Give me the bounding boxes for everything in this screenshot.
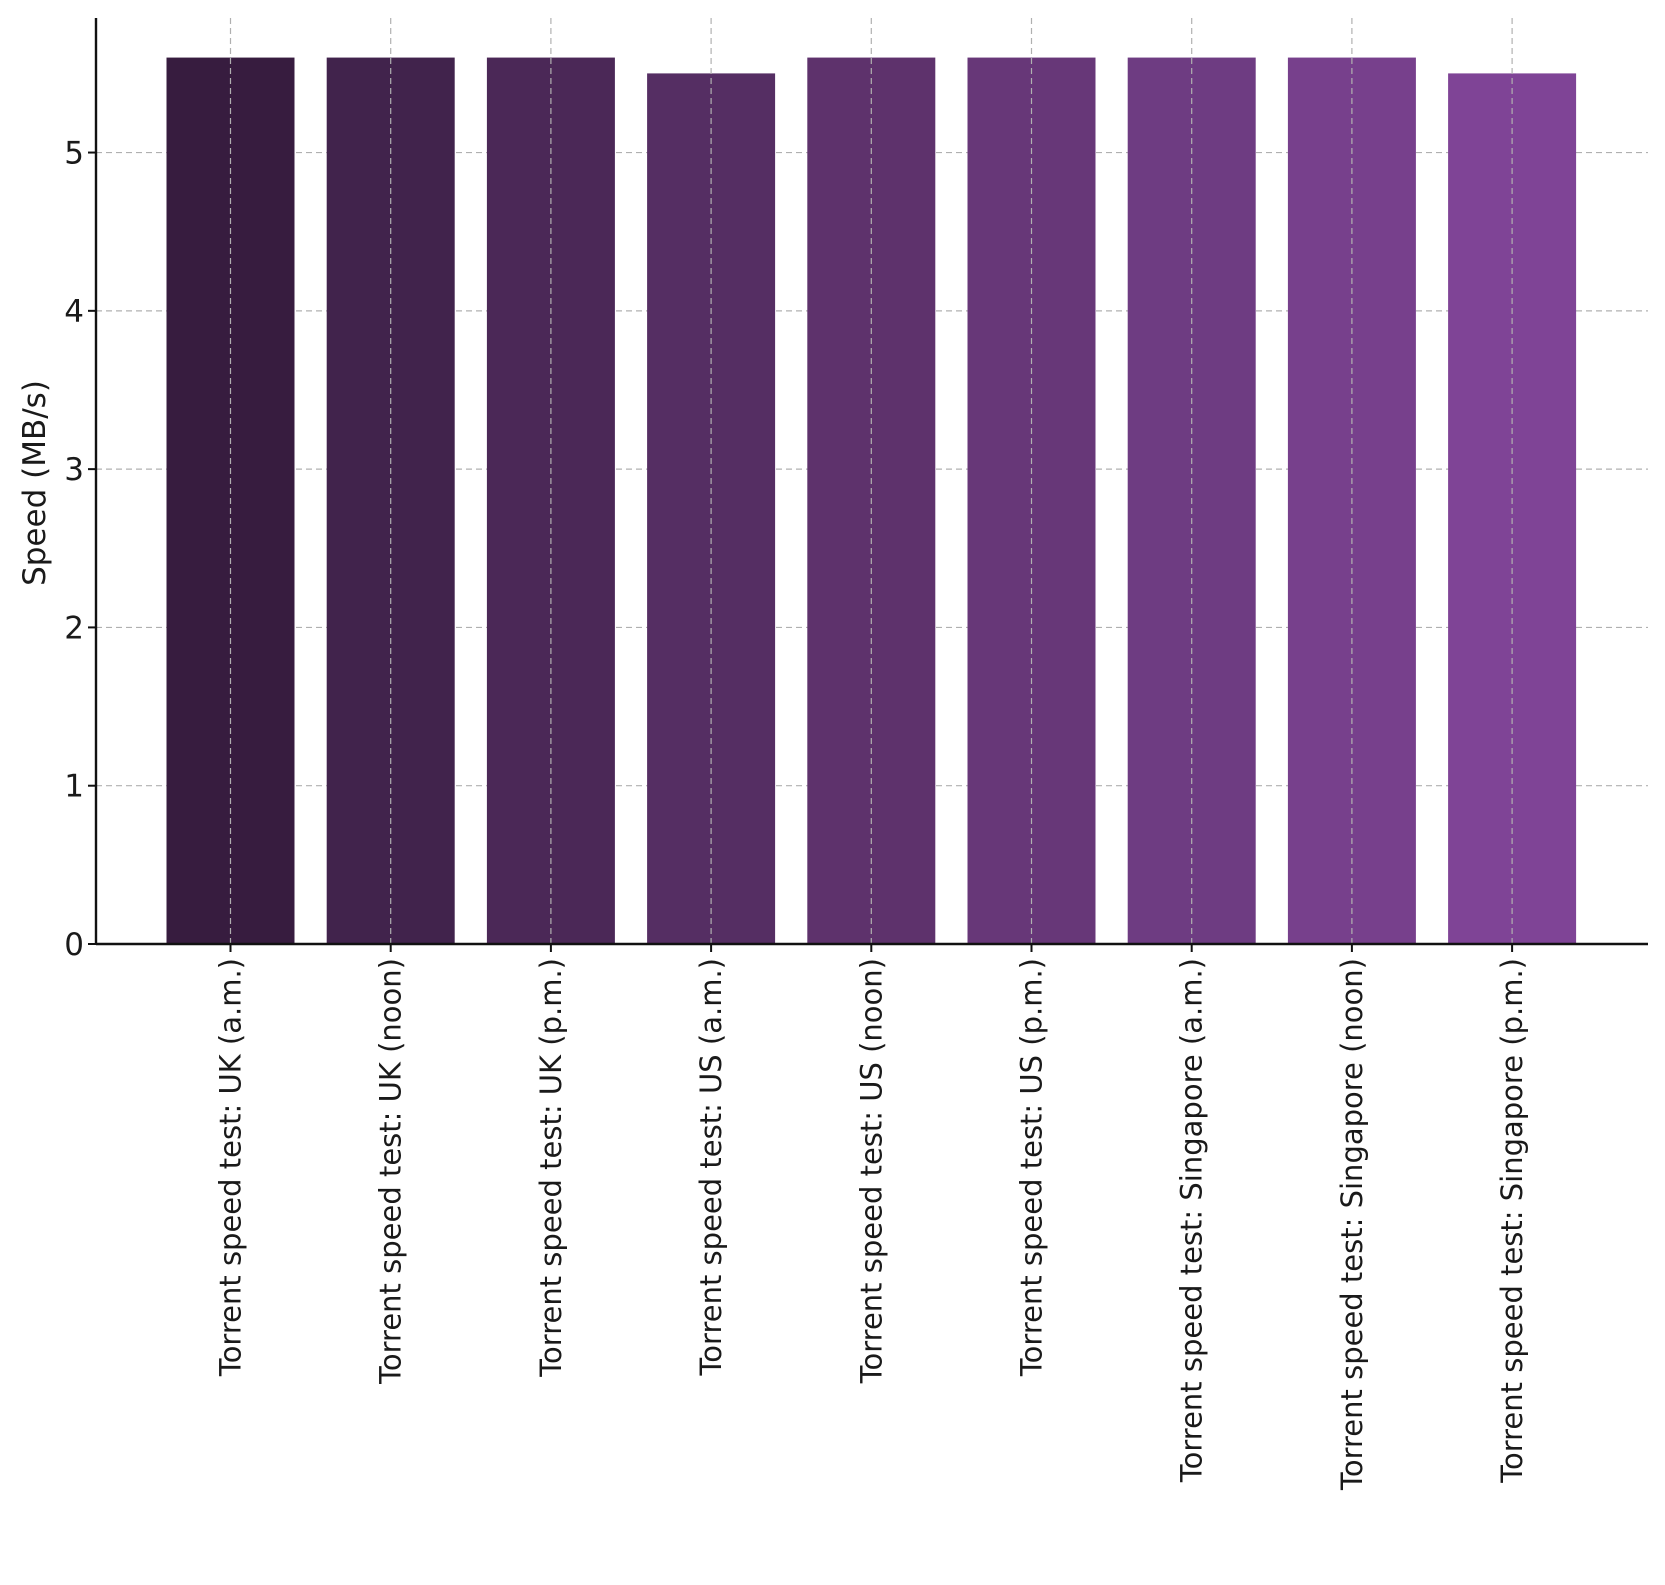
y-tick-label: 2: [64, 610, 84, 646]
y-tick-label: 5: [64, 136, 84, 172]
x-tick-label: Torrent speed test: Singapore (noon): [1335, 958, 1369, 1491]
y-tick-label: 1: [64, 769, 84, 805]
x-tick-label: Torrent speed test: UK (p.m.): [534, 958, 568, 1378]
x-tick-label: Torrent speed test: UK (noon): [374, 958, 408, 1385]
y-tick-label: 0: [64, 927, 84, 963]
x-tick-label: Torrent speed test: US (noon): [854, 958, 888, 1384]
vertical-grid: [229, 18, 1513, 944]
x-tick-label: Torrent speed test: US (a.m.): [694, 958, 728, 1376]
axes: [88, 18, 1648, 952]
x-tick-label: Torrent speed test: UK (a.m.): [214, 958, 248, 1377]
x-tick-label: Torrent speed test: US (p.m.): [1015, 958, 1049, 1377]
y-tick-labels: 0 1 2 3 4 5: [64, 136, 84, 963]
x-tick-label: Torrent speed test: Singapore (p.m.): [1495, 958, 1529, 1484]
y-tick-label: 3: [64, 452, 84, 488]
y-axis-label: Speed (MB/s): [17, 380, 53, 586]
x-tick-labels: Torrent speed test: UK (a.m.) Torrent spe…: [214, 958, 1530, 1491]
y-tick-label: 4: [64, 294, 84, 330]
x-tick-label: Torrent speed test: Singapore (a.m.): [1175, 958, 1209, 1483]
